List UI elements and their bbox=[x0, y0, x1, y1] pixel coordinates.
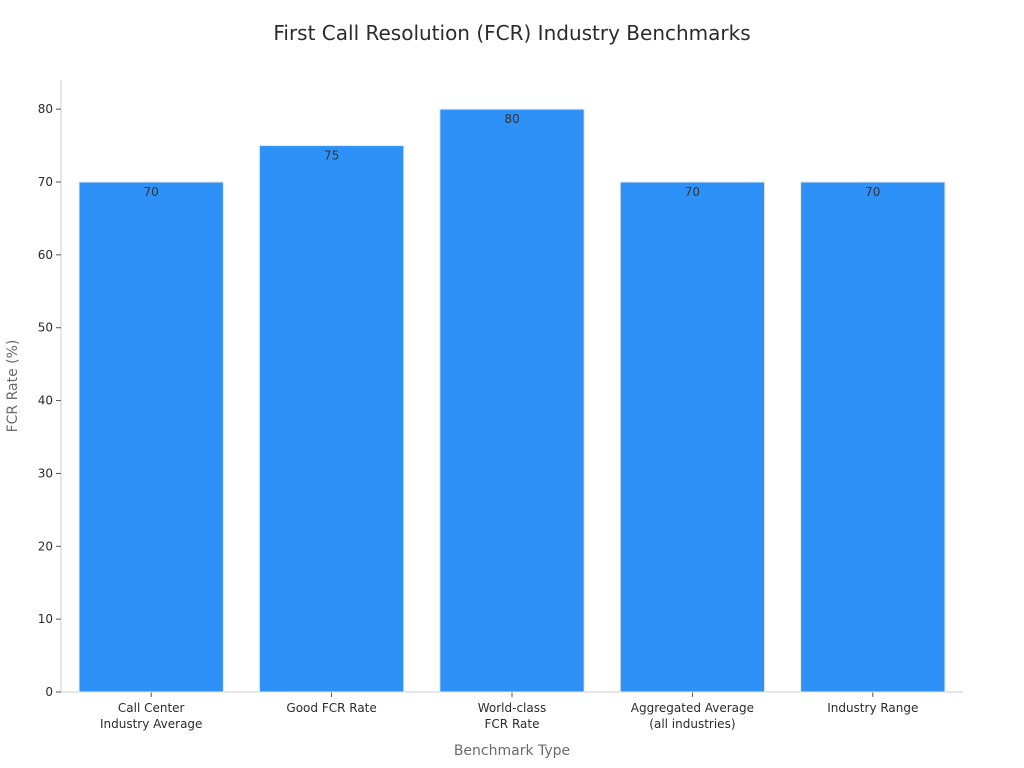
x-tick-label-line: Industry Range bbox=[827, 701, 918, 715]
y-tick-label: 10 bbox=[38, 612, 53, 626]
data-labels-group: 70 75 80 70 70 bbox=[144, 112, 881, 199]
bar bbox=[619, 181, 766, 693]
y-tick-label: 60 bbox=[38, 248, 53, 262]
x-tick-label: Call Center Industry Average bbox=[100, 701, 202, 731]
bar bbox=[258, 145, 405, 693]
y-tick-label: 50 bbox=[38, 321, 53, 335]
x-tick-label: Good FCR Rate bbox=[286, 701, 376, 715]
chart-title: First Call Resolution (FCR) Industry Ben… bbox=[273, 21, 750, 45]
x-axis-label: Benchmark Type bbox=[454, 743, 570, 759]
x-tick-label: World-class FCR Rate bbox=[478, 701, 547, 731]
bar bbox=[439, 108, 585, 693]
x-tick-label-line: World-class bbox=[478, 701, 547, 715]
x-tick-label-line: Good FCR Rate bbox=[286, 701, 376, 715]
y-axis: 0 10 20 30 40 50 60 70 80 bbox=[38, 80, 62, 699]
bar bbox=[800, 181, 946, 693]
bar-value-label: 70 bbox=[685, 185, 700, 199]
bar-value-label: 75 bbox=[324, 149, 339, 163]
x-tick-label-line: (all industries) bbox=[649, 717, 735, 731]
y-tick-label: 40 bbox=[38, 394, 53, 408]
y-tick-label: 70 bbox=[38, 175, 53, 189]
bar-value-label: 70 bbox=[144, 185, 159, 199]
bars-group bbox=[78, 108, 946, 693]
x-tick-label-line: FCR Rate bbox=[485, 717, 540, 731]
bar bbox=[78, 181, 224, 693]
bar-value-label: 70 bbox=[865, 185, 880, 199]
x-tick-label: Aggregated Average (all industries) bbox=[631, 701, 754, 731]
x-tick-label-line: Industry Average bbox=[100, 717, 202, 731]
x-axis: Call Center Industry Average Good FCR Rate… bbox=[61, 691, 963, 731]
x-tick-label: Industry Range bbox=[827, 701, 918, 715]
bar-value-label: 80 bbox=[504, 112, 519, 126]
y-tick-label: 0 bbox=[45, 685, 53, 699]
x-tick-label-line: Call Center bbox=[118, 701, 185, 715]
y-tick-label: 30 bbox=[38, 466, 53, 480]
y-tick-label: 80 bbox=[38, 102, 53, 116]
y-axis-label: FCR Rate (%) bbox=[5, 340, 21, 433]
y-tick-label: 20 bbox=[38, 539, 53, 553]
x-tick-label-line: Aggregated Average bbox=[631, 701, 754, 715]
